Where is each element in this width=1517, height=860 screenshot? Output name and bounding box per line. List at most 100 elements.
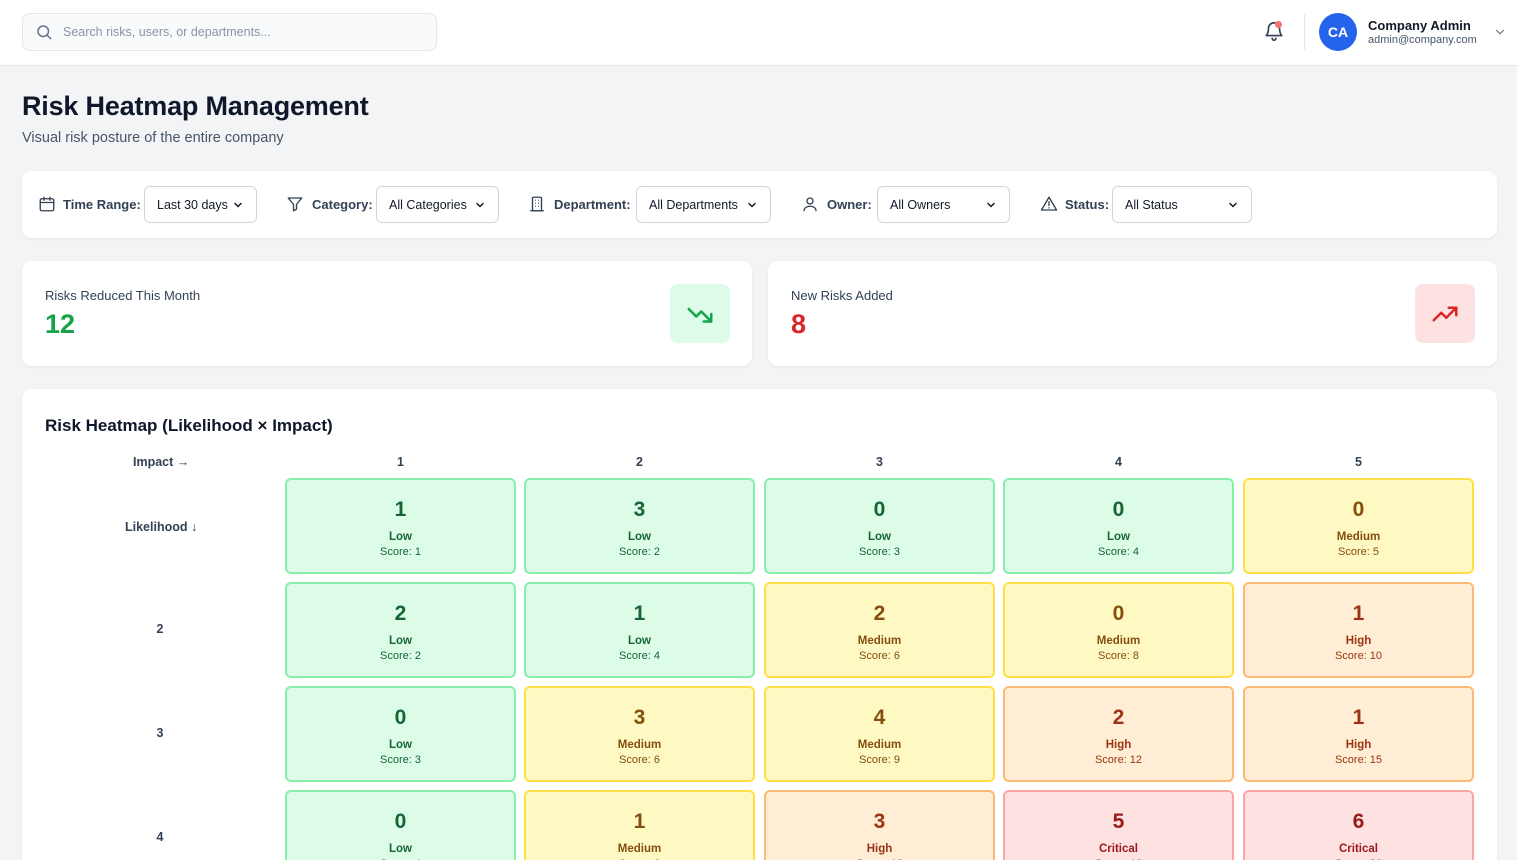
heatmap-cell-score: Score: 2 xyxy=(619,546,660,558)
heatmap-cell[interactable]: 0 Low Score: 4 xyxy=(1003,478,1234,574)
top-bar: CA Company Admin admin@company.com xyxy=(0,0,1517,66)
heatmap-cell-score: Score: 20 xyxy=(1245,858,1472,860)
heatmap-cell[interactable]: 2 Low Score: 2 xyxy=(285,582,516,678)
heatmap-cell-level: Low xyxy=(868,531,891,543)
status-label: Status: xyxy=(1065,197,1110,212)
impact-column-header: 4 xyxy=(1115,455,1122,469)
heatmap-cell-score: Score: 15 xyxy=(1334,754,1383,766)
heatmap-cell-score: Score: 12 xyxy=(1094,754,1143,766)
heatmap-cell-count: 1 xyxy=(633,810,646,833)
chevron-down-icon xyxy=(748,202,756,208)
heatmap-cell-count: 0 xyxy=(394,706,407,729)
heatmap-cell[interactable]: 3 High Score: 12 xyxy=(764,790,995,860)
likelihood-row-header: 3 xyxy=(156,726,164,740)
new-risks-value: 8 xyxy=(791,309,807,339)
heatmap-cell-level: High xyxy=(1105,739,1132,751)
category-value: All Categories xyxy=(389,197,467,212)
heatmap-cell-count: 0 xyxy=(1112,602,1125,625)
heatmap-cell[interactable]: 2 Medium Score: 6 xyxy=(764,582,995,678)
impact-column-header: 3 xyxy=(876,455,883,469)
search-input[interactable] xyxy=(63,25,423,39)
heatmap-cell-level: Medium xyxy=(1336,531,1381,543)
heatmap-card: Risk Heatmap (Likelihood × Impact) Impac… xyxy=(22,389,1497,860)
heatmap-cell[interactable]: 0 Medium Score: 8 xyxy=(1003,582,1234,678)
heatmap-cell[interactable]: 5 Critical Score: 16 xyxy=(1003,790,1234,860)
likelihood-row-header: 4 xyxy=(156,830,164,844)
heatmap-cell-count: 0 xyxy=(1112,498,1125,521)
heatmap-cell-score: Score: 12 xyxy=(766,858,993,860)
chevron-down-icon xyxy=(1229,202,1237,208)
heatmap-cell-count: 5 xyxy=(1112,810,1125,833)
heatmap-cell-level: Low xyxy=(1107,531,1130,543)
heatmap-cell-level: Critical xyxy=(1339,843,1378,855)
impact-column-header: 2 xyxy=(636,455,643,469)
bell-icon xyxy=(1265,22,1283,41)
heatmap-cell-score: Score: 9 xyxy=(859,754,900,766)
heatmap-cell-count: 2 xyxy=(394,602,407,625)
heatmap-cell-count: 0 xyxy=(1352,498,1365,521)
heatmap-cell-level: Low xyxy=(389,635,412,647)
filter-bar: Time Range: Last 30 days Category: All C… xyxy=(22,171,1497,238)
heatmap-cell[interactable]: 3 Medium Score: 6 xyxy=(524,686,755,782)
heatmap-cell-score: Score: 5 xyxy=(1338,546,1379,558)
trending-down-icon xyxy=(687,307,713,323)
category-select[interactable]: All Categories xyxy=(376,186,499,223)
heatmap-cell[interactable]: 0 Low Score: 4 xyxy=(285,790,516,860)
user-name[interactable]: Company Admin xyxy=(1368,18,1471,33)
heatmap-cell-score: Score: 6 xyxy=(619,754,660,766)
heatmap-cell[interactable]: 1 Low Score: 1 xyxy=(285,478,516,574)
heatmap-cell-score: Score: 8 xyxy=(526,858,753,860)
user-icon xyxy=(803,197,817,212)
chevron-down-icon[interactable] xyxy=(1493,25,1507,39)
impact-column-header: 5 xyxy=(1355,455,1362,469)
heatmap-cell[interactable]: 2 High Score: 12 xyxy=(1003,686,1234,782)
likelihood-axis-label: Likelihood ↓ xyxy=(125,520,198,534)
heatmap-cell-level: Low xyxy=(628,531,651,543)
search-box[interactable] xyxy=(22,13,437,51)
heatmap-cell-score: Score: 4 xyxy=(287,858,514,860)
risks-reduced-card: Risks Reduced This Month 12 xyxy=(22,261,752,366)
heatmap-cell-score: Score: 1 xyxy=(380,546,421,558)
heatmap-cell[interactable]: 4 Medium Score: 9 xyxy=(764,686,995,782)
time-range-select[interactable]: Last 30 days xyxy=(144,186,257,223)
heatmap-cell-level: Critical xyxy=(1099,843,1138,855)
divider xyxy=(1304,14,1305,50)
heatmap-cell-score: Score: 4 xyxy=(619,650,660,662)
status-select[interactable]: All Status xyxy=(1112,186,1252,223)
heatmap-cell[interactable]: 1 High Score: 10 xyxy=(1243,582,1474,678)
search-icon xyxy=(37,25,52,40)
time-range-value: Last 30 days xyxy=(157,197,228,212)
heatmap-cell-level: Medium xyxy=(1096,635,1141,647)
heatmap-cell-level: High xyxy=(866,843,893,855)
heatmap-cell[interactable]: 1 Low Score: 4 xyxy=(524,582,755,678)
heatmap-title: Risk Heatmap (Likelihood × Impact) xyxy=(45,416,333,435)
heatmap-cell-count: 3 xyxy=(873,810,886,833)
new-risks-label: New Risks Added xyxy=(791,288,893,303)
heatmap-cell[interactable]: 1 High Score: 15 xyxy=(1243,686,1474,782)
heatmap-cell-count: 0 xyxy=(394,810,407,833)
heatmap-cell[interactable]: 6 Critical Score: 20 xyxy=(1243,790,1474,860)
user-email: admin@company.com xyxy=(1368,34,1477,46)
calendar-icon xyxy=(39,196,55,212)
heatmap-cell-level: Low xyxy=(389,531,412,543)
avatar[interactable]: CA xyxy=(1319,13,1357,51)
heatmap-cell-count: 3 xyxy=(633,706,646,729)
heatmap-cell[interactable]: 0 Low Score: 3 xyxy=(285,686,516,782)
owner-select[interactable]: All Owners xyxy=(877,186,1010,223)
risks-reduced-label: Risks Reduced This Month xyxy=(45,288,201,303)
heatmap-cell-count: 1 xyxy=(633,602,646,625)
owner-label: Owner: xyxy=(827,197,872,212)
heatmap-cell-level: Low xyxy=(389,843,412,855)
heatmap-cell[interactable]: 0 Low Score: 3 xyxy=(764,478,995,574)
heatmap-cell[interactable]: 3 Low Score: 2 xyxy=(524,478,755,574)
department-select[interactable]: All Departments xyxy=(636,186,771,223)
heatmap-cell-level: Medium xyxy=(857,739,902,751)
heatmap-cell[interactable]: 0 Medium Score: 5 xyxy=(1243,478,1474,574)
heatmap-cell-count: 2 xyxy=(1112,706,1125,729)
heatmap-cell[interactable]: 1 Medium Score: 8 xyxy=(524,790,755,860)
notifications-button[interactable] xyxy=(1263,20,1285,44)
warning-icon xyxy=(1040,196,1058,211)
trend-up-badge xyxy=(1415,284,1475,343)
impact-column-header: 1 xyxy=(397,455,404,469)
heatmap-cell-score: Score: 2 xyxy=(380,650,421,662)
